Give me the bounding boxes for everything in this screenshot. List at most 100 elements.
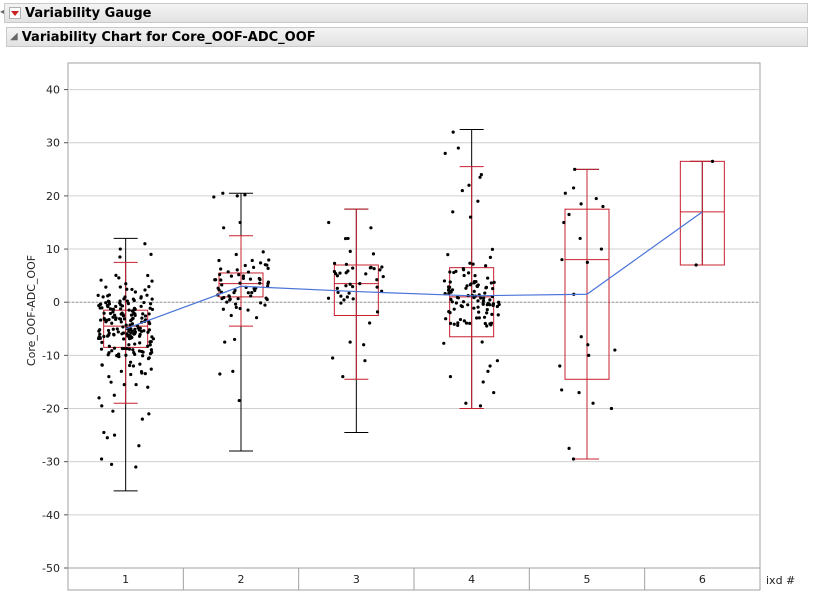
data-point (492, 390, 496, 395)
data-point (442, 341, 446, 345)
data-point (147, 412, 151, 416)
variability-chart-header[interactable]: ◢ Variability Chart for Core_OOF-ADC_OOF (6, 27, 808, 47)
data-point (560, 388, 564, 392)
data-point (479, 296, 483, 300)
data-point (257, 276, 261, 281)
data-point (261, 250, 265, 254)
data-point (134, 382, 138, 387)
data-point (148, 306, 152, 310)
y-tick-label: 30 (46, 137, 60, 150)
data-point (98, 328, 102, 332)
triangle-down-icon[interactable]: ◢ (10, 31, 18, 42)
data-point (147, 328, 151, 332)
data-point (133, 327, 137, 331)
y-tick-label: -30 (42, 456, 60, 469)
data-point (104, 301, 108, 305)
data-point (558, 364, 562, 368)
data-point (613, 348, 617, 352)
data-point (132, 311, 136, 315)
data-point (468, 261, 472, 265)
data-point (111, 310, 115, 314)
data-point (138, 362, 142, 366)
data-point (111, 307, 115, 311)
data-point (145, 293, 149, 297)
data-point (485, 308, 489, 312)
data-point (594, 196, 598, 201)
data-point (351, 284, 355, 289)
data-point (484, 264, 488, 268)
iqr-box (449, 267, 495, 338)
data-point (235, 194, 239, 198)
data-point (146, 344, 150, 348)
data-point (476, 299, 480, 303)
data-point (248, 277, 253, 281)
data-point (563, 191, 567, 195)
data-point (467, 183, 471, 187)
data-point (220, 283, 224, 287)
y-tick-label: 10 (46, 243, 60, 256)
data-point (137, 444, 141, 448)
data-point (139, 295, 143, 299)
outline-edge-icon: ◀ (0, 7, 6, 16)
data-point (456, 146, 460, 150)
data-point (496, 313, 500, 317)
data-point (381, 274, 385, 279)
data-point (112, 332, 116, 336)
data-point (335, 286, 339, 290)
data-point (218, 272, 222, 277)
data-point (266, 266, 270, 270)
data-point (560, 258, 564, 262)
red-hotspot-menu-icon[interactable] (9, 7, 21, 19)
data-point (362, 343, 366, 347)
data-point (267, 258, 271, 262)
variability-gauge-header[interactable]: Variability Gauge (4, 3, 808, 23)
data-point (138, 341, 142, 345)
data-point (347, 291, 351, 295)
chart-outline-title: Variability Chart for Core_OOF-ADC_OOF (21, 29, 316, 45)
data-point (142, 329, 146, 333)
y-tick-label: -20 (42, 403, 60, 416)
data-point (114, 304, 118, 309)
data-point (123, 295, 127, 299)
data-point (599, 247, 604, 251)
data-point (492, 280, 496, 284)
data-point (601, 204, 605, 209)
data-point (489, 281, 493, 285)
data-point (263, 303, 267, 307)
data-point (146, 357, 151, 361)
data-point (108, 307, 113, 311)
x-tick-label: 3 (353, 573, 360, 586)
data-point (112, 346, 117, 350)
data-point (127, 347, 132, 351)
data-point (266, 280, 270, 284)
data-point (100, 363, 104, 367)
data-point (129, 313, 134, 317)
data-point (126, 302, 130, 306)
data-point (127, 343, 131, 347)
data-point (120, 346, 124, 351)
data-point (111, 315, 115, 319)
data-point (252, 265, 256, 270)
data-point (220, 297, 224, 301)
data-point (452, 322, 456, 326)
iqr-box (218, 272, 264, 298)
data-point (587, 353, 591, 357)
data-point (578, 236, 582, 241)
data-point (363, 359, 367, 363)
data-point (448, 311, 452, 315)
data-point (130, 329, 134, 333)
data-point (464, 321, 469, 325)
data-point (246, 308, 250, 312)
data-point (149, 367, 153, 371)
data-point (107, 375, 111, 379)
data-point (117, 352, 121, 356)
data-point (478, 175, 482, 179)
data-point (454, 301, 458, 305)
data-point (131, 297, 136, 301)
data-point (468, 283, 472, 287)
data-point (125, 346, 129, 351)
data-point (219, 278, 223, 282)
data-point (149, 302, 153, 306)
data-point (259, 301, 263, 305)
data-point (97, 396, 101, 400)
